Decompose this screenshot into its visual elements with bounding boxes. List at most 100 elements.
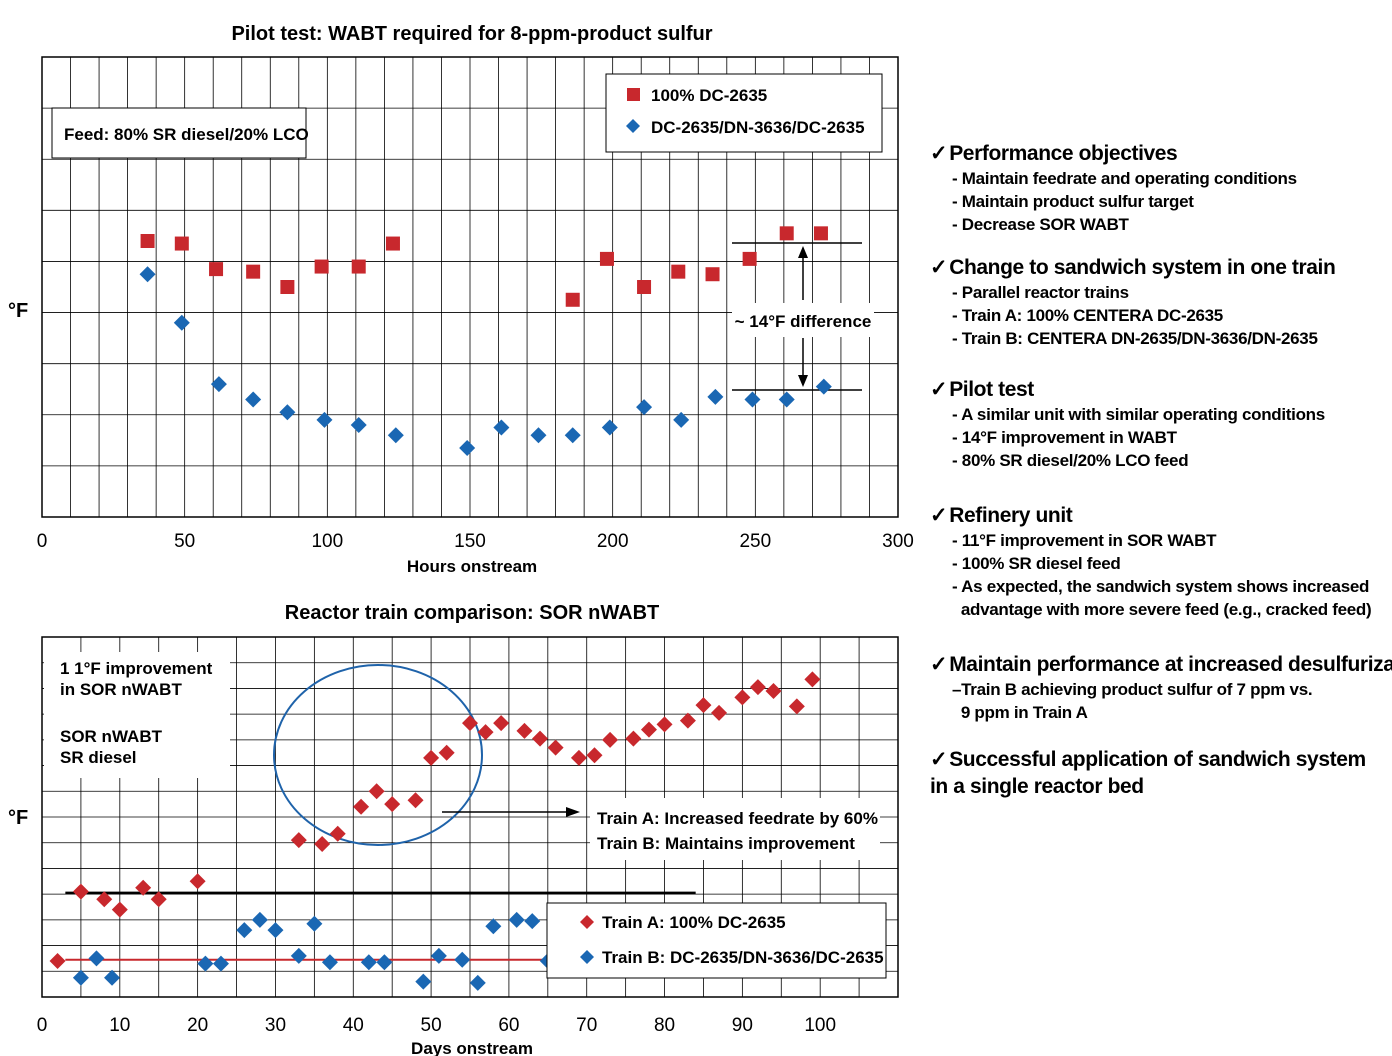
bottom-chart-x-ticks: 0 10 20 30 40 50 60 70 80 90 100 bbox=[37, 1015, 836, 1036]
data-point-diamond bbox=[350, 417, 367, 433]
data-point-square bbox=[385, 236, 400, 251]
data-point-diamond bbox=[459, 440, 476, 456]
improvement-line-2: in SOR nWABT bbox=[60, 680, 182, 699]
data-point-diamond bbox=[586, 747, 603, 764]
data-point-square bbox=[565, 292, 580, 307]
note-item: - As expected, the sandwich system shows… bbox=[952, 577, 1370, 596]
data-point-diamond bbox=[477, 724, 494, 741]
note-item: advantage with more severe feed (e.g., c… bbox=[952, 600, 1372, 619]
data-point-diamond bbox=[564, 427, 581, 444]
data-point-diamond bbox=[711, 704, 728, 721]
data-point-diamond bbox=[778, 391, 795, 408]
data-point-diamond bbox=[72, 883, 89, 900]
data-point-diamond bbox=[570, 749, 587, 766]
data-point-diamond bbox=[150, 891, 167, 908]
data-point-diamond bbox=[749, 679, 766, 696]
reactor-train-chart: Reactor train comparison: SOR nWABT 0 10 2… bbox=[8, 602, 899, 1056]
legend-diamond-marker bbox=[626, 119, 640, 133]
data-point-diamond bbox=[415, 973, 432, 990]
x-tick-label: 150 bbox=[454, 531, 486, 552]
x-tick-label: 0 bbox=[37, 531, 48, 552]
data-point-diamond bbox=[673, 411, 690, 428]
data-point-diamond bbox=[236, 922, 253, 939]
bottom-legend-series-1: Train A: 100% DC-2635 bbox=[602, 913, 786, 932]
feedrate-label-bg bbox=[590, 798, 880, 860]
check-icon: ✓ bbox=[930, 142, 948, 165]
data-point-diamond bbox=[88, 950, 105, 967]
note-item: - Decrease SOR WABT bbox=[952, 215, 1129, 234]
top-chart-x-ticks: 0 50 100 150 200 250 300 bbox=[37, 531, 914, 552]
data-point-square bbox=[671, 264, 686, 279]
data-point-diamond bbox=[290, 947, 307, 964]
x-tick-label: 30 bbox=[265, 1015, 286, 1036]
x-tick-label: 100 bbox=[311, 531, 343, 552]
data-point-diamond bbox=[602, 731, 619, 748]
note-item: - 80% SR diesel/20% LCO feed bbox=[952, 451, 1189, 470]
difference-label: ~ 14°F difference bbox=[735, 312, 872, 331]
data-point-square bbox=[779, 226, 794, 241]
data-point-diamond bbox=[321, 954, 338, 971]
note-items: - A similar unit with similar operating … bbox=[930, 403, 1390, 472]
check-icon: ✓ bbox=[930, 256, 948, 279]
note-item: - 11°F improvement in SOR WABT bbox=[952, 531, 1217, 550]
data-point-square bbox=[705, 267, 720, 282]
data-point-diamond bbox=[430, 947, 447, 964]
note-section-success: ✓Successful application of sandwich syst… bbox=[930, 746, 1390, 800]
note-heading: ✓Maintain performance at increased desul… bbox=[930, 651, 1392, 678]
feed-box-text: Feed: 80% SR diesel/20% LCO bbox=[64, 125, 309, 144]
x-tick-label: 40 bbox=[343, 1015, 364, 1036]
note-section-pilot-test: ✓Pilot test - A similar unit with simila… bbox=[930, 376, 1390, 472]
x-tick-label: 10 bbox=[109, 1015, 130, 1036]
x-tick-label: 60 bbox=[498, 1015, 519, 1036]
note-heading-text: Refinery unit bbox=[949, 504, 1073, 527]
note-item: - Maintain product sulfur target bbox=[952, 192, 1194, 211]
note-heading: ✓Successful application of sandwich syst… bbox=[930, 746, 1390, 773]
bottom-chart-title: Reactor train comparison: SOR nWABT bbox=[285, 602, 660, 624]
note-item: - Train B: CENTERA DN-2635/DN-3636/DN-26… bbox=[952, 329, 1318, 348]
x-tick-label: 80 bbox=[654, 1015, 675, 1036]
data-point-diamond bbox=[212, 955, 229, 972]
data-point-diamond bbox=[601, 419, 618, 436]
note-item: - A similar unit with similar operating … bbox=[952, 405, 1325, 424]
note-items: –Train B achieving product sulfur of 7 p… bbox=[930, 678, 1390, 724]
top-legend bbox=[605, 73, 883, 153]
improvement-box bbox=[44, 652, 230, 778]
x-tick-label: 0 bbox=[37, 1015, 48, 1036]
note-section-desulfurization: ✓Maintain performance at increased desul… bbox=[930, 651, 1392, 724]
data-point-diamond bbox=[329, 825, 346, 842]
note-items: - Parallel reactor trains - Train A: 100… bbox=[930, 281, 1390, 350]
data-point-diamond bbox=[462, 715, 478, 732]
data-point-diamond bbox=[493, 419, 510, 436]
data-point-diamond bbox=[197, 955, 214, 972]
data-point-square bbox=[280, 280, 295, 294]
data-point-diamond bbox=[384, 796, 401, 813]
x-tick-label: 200 bbox=[597, 531, 629, 552]
x-tick-label: 20 bbox=[187, 1015, 208, 1036]
data-point-diamond bbox=[376, 954, 393, 971]
check-icon: ✓ bbox=[930, 653, 948, 676]
data-point-diamond bbox=[679, 712, 696, 729]
check-icon: ✓ bbox=[930, 378, 948, 401]
data-point-diamond bbox=[279, 404, 296, 421]
data-point-diamond bbox=[245, 391, 262, 408]
data-point-diamond bbox=[695, 697, 712, 714]
data-point-diamond bbox=[210, 376, 227, 393]
data-point-square bbox=[637, 280, 652, 294]
legend-train-b-marker bbox=[580, 950, 594, 964]
top-chart-title: Pilot test: WABT required for 8-ppm-prod… bbox=[231, 23, 712, 45]
feedrate-arrowhead bbox=[566, 807, 580, 817]
note-heading: ✓Refinery unit bbox=[930, 502, 1390, 529]
x-tick-label: 300 bbox=[882, 531, 914, 552]
data-point-diamond bbox=[454, 951, 471, 968]
data-point-diamond bbox=[524, 913, 541, 930]
data-point-square bbox=[174, 236, 189, 251]
data-point-diamond bbox=[516, 722, 533, 739]
data-point-square bbox=[351, 259, 366, 274]
note-section-sandwich-change: ✓Change to sandwich system in one train … bbox=[930, 254, 1390, 350]
data-point-diamond bbox=[640, 721, 657, 738]
data-point-diamond bbox=[135, 879, 152, 896]
improvement-line-1: 1 1°F improvement bbox=[60, 659, 213, 678]
x-tick-label: 250 bbox=[739, 531, 771, 552]
data-point-diamond bbox=[423, 749, 440, 766]
notes-panel: ✓Performance objectives - Maintain feedr… bbox=[930, 140, 1392, 800]
